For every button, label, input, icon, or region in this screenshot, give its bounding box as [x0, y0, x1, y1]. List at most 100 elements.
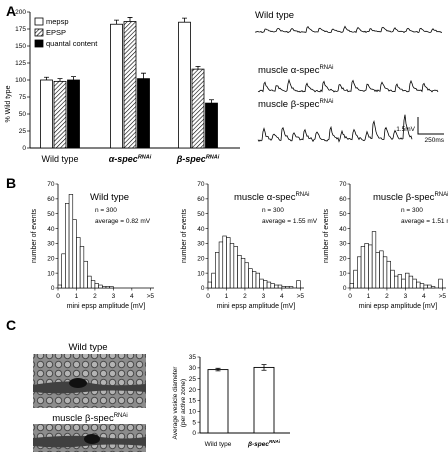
trace-alpha-spec — [257, 78, 439, 93]
panel-a-bars — [40, 17, 218, 149]
em-image-beta-spec — [33, 424, 146, 452]
histogram-bar — [390, 269, 395, 289]
histogram-bar — [270, 283, 275, 289]
histogram-xlabel: mini epsp amplitude [mV] — [217, 303, 296, 310]
panel-a-ytick-label: 100 — [15, 77, 26, 84]
group-label-wild-type: Wild type — [41, 154, 78, 164]
histogram-ylabel: number of events — [181, 208, 188, 263]
histogram-ytick-label: 10 — [197, 270, 205, 277]
histogram-bar — [65, 203, 70, 289]
group-label-beta-spec: β-specRNAi — [176, 154, 220, 164]
error-bar — [209, 99, 214, 104]
histogram-bar — [368, 244, 373, 289]
histogram-xtick-label: 2 — [243, 293, 247, 300]
histogram-xtick-label: 3 — [112, 293, 116, 300]
histogram-bar — [222, 235, 227, 289]
histogram-bar — [109, 286, 114, 289]
histogram-ytick-label: 50 — [47, 211, 55, 218]
histogram-bar — [274, 284, 279, 289]
panel-c-axes: 0 5 10 15 20 25 30 35 — [189, 354, 290, 437]
histogram-bar — [285, 286, 290, 289]
error-bar — [141, 72, 146, 79]
histogram-ytick-label: 60 — [339, 196, 347, 203]
histogram-title: Wild type — [90, 192, 129, 203]
histogram-bar — [430, 286, 436, 289]
histogram-bar — [360, 246, 366, 289]
histogram-xtick-label: 2 — [385, 293, 389, 300]
histogram-bar — [401, 278, 406, 289]
legend-quantal-content: quantal content — [46, 39, 98, 48]
histogram-ytick-label: 70 — [47, 181, 55, 188]
histogram-bar — [98, 284, 103, 289]
histogram-xtick-label: >5 — [147, 293, 155, 300]
histogram-ytick-label: 20 — [197, 255, 205, 262]
histogram-bar — [207, 281, 212, 289]
histogram-n: n = 300 — [95, 207, 117, 214]
error-bar — [57, 78, 63, 82]
panel-label-c: C — [6, 317, 16, 333]
histogram-xtick-label: 1 — [225, 293, 229, 300]
em-label-wild-type: Wild type — [68, 342, 107, 353]
bar-EPSP — [123, 21, 137, 149]
histogram-bar — [90, 280, 96, 289]
histogram-xtick-label: 3 — [404, 293, 408, 300]
histogram-bar — [211, 272, 216, 289]
panel-c-bar-chart: Average vesicle diameter (per active zon… — [172, 354, 290, 448]
histogram-ytick-label: 30 — [339, 241, 347, 248]
histogram-bar — [419, 283, 425, 289]
panel-c-xlabel-beta-spec: β-specRNAi — [247, 439, 281, 448]
histogram-ytick-label: 0 — [343, 285, 347, 292]
histogram-bar — [244, 262, 249, 289]
histogram-bar — [72, 219, 77, 289]
histogram-ylabel: number of events — [31, 208, 38, 263]
histogram-bar — [364, 243, 369, 289]
panel-b-histograms: Wild type n = 300 average = 0.82 mV 0 10 20 30… — [31, 181, 448, 310]
histogram-xtick-label: 4 — [422, 293, 426, 300]
histogram-bar — [237, 255, 242, 289]
histogram-bar — [266, 281, 272, 289]
histogram-bar — [215, 252, 220, 289]
panel-c-bars — [207, 364, 275, 434]
bar-mepsp — [178, 21, 191, 149]
histogram-xtick-label: 2 — [93, 293, 97, 300]
panel-a-ytick-label: 50 — [19, 111, 27, 118]
panel-c-ytick-label: 10 — [189, 408, 197, 415]
histogram-bar — [288, 286, 294, 289]
legend-swatch-mepsp — [34, 17, 44, 26]
histogram-bar — [427, 284, 432, 289]
histogram-title: muscle β-specRNAi — [373, 192, 448, 203]
histogram-ytick-label: 50 — [197, 211, 205, 218]
histogram-1: muscle α-specRNAi n = 300 average = 1.55 m… — [181, 181, 318, 310]
histogram-bar — [405, 272, 410, 289]
panel-c-ylabel-sub: (per active zone) — [180, 379, 187, 427]
histogram-bar — [61, 253, 66, 289]
scale-bar-voltage: 1.5mV — [396, 126, 415, 133]
scale-bar-time: 250ms — [424, 137, 444, 144]
histogram-average: average = 0.82 mV — [95, 218, 151, 225]
histogram-ytick-label: 70 — [339, 181, 347, 188]
histogram-ytick-label: 20 — [339, 255, 347, 262]
trace-label-wild-type: Wild type — [255, 10, 294, 21]
bar-quantal-content — [67, 79, 80, 149]
error-bar — [44, 76, 49, 80]
em-images: Wild type muscle β-specRNAi — [33, 342, 146, 452]
error-bar — [127, 17, 133, 22]
histogram-bar — [296, 280, 301, 289]
histogram-2: muscle β-specRNAi n = 300 average = 1.51 m… — [323, 181, 448, 310]
histogram-average: average = 1.51 mV — [401, 218, 448, 225]
histogram-bar — [438, 278, 443, 289]
panel-c-ytick-label: 5 — [192, 419, 196, 426]
legend-epsp: EPSP — [46, 28, 66, 37]
scale-bar — [417, 117, 444, 135]
panel-a-ytick-label: 25 — [19, 128, 27, 135]
histogram-bar — [382, 256, 388, 289]
bar-mepsp — [40, 79, 53, 149]
histogram-ytick-label: 70 — [197, 181, 205, 188]
histogram-ytick-label: 20 — [47, 255, 55, 262]
error-bar — [71, 76, 76, 80]
histogram-bar — [353, 269, 358, 289]
histogram-bar — [371, 231, 377, 289]
histogram-ytick-label: 50 — [339, 211, 347, 218]
histogram-bar — [386, 260, 391, 289]
histogram-xtick-label: 3 — [262, 293, 266, 300]
